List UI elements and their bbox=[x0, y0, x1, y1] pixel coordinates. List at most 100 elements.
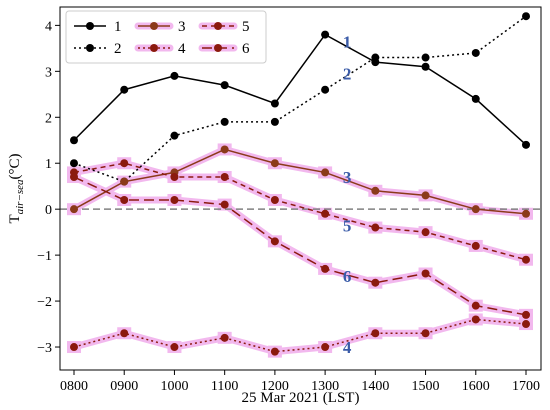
series-annotation-label: 4 bbox=[343, 338, 352, 357]
series-4-point bbox=[220, 333, 229, 342]
y-tick-label: −1 bbox=[37, 249, 52, 264]
series-annotation-label: 3 bbox=[343, 168, 352, 187]
series-6-line bbox=[73, 176, 527, 316]
x-tick-label: 1200 bbox=[261, 379, 289, 394]
series-4-point bbox=[321, 343, 330, 352]
series-6-point bbox=[70, 173, 78, 182]
halo-layer bbox=[67, 143, 533, 358]
legend-entry-label: 3 bbox=[178, 19, 186, 35]
y-axis-label-unit: (°C) bbox=[7, 153, 23, 179]
series-layer bbox=[70, 12, 530, 356]
x-axis-ticks: 0800 0900 1000 1100 1200 1300 1400 1500 1600 1700 bbox=[60, 370, 540, 394]
series-1-point bbox=[522, 140, 530, 149]
legend-entry-label: 1 bbox=[114, 19, 122, 35]
series-4-line bbox=[73, 318, 527, 353]
series-5-point bbox=[270, 195, 279, 204]
series-6-point bbox=[371, 278, 380, 287]
series-3-point bbox=[321, 168, 330, 177]
y-axis-label-main: T bbox=[7, 214, 23, 223]
legend-entry-label: 5 bbox=[242, 19, 250, 35]
series-6-halo-line bbox=[70, 173, 530, 319]
plot-frame bbox=[59, 6, 542, 371]
series-3-point bbox=[120, 177, 129, 186]
series-6-point bbox=[120, 195, 129, 204]
series-4-point bbox=[170, 343, 179, 352]
series-6-point bbox=[170, 195, 179, 204]
x-tick-label: 1600 bbox=[462, 379, 490, 394]
series-6-point bbox=[220, 200, 229, 209]
series-6-point bbox=[321, 264, 330, 273]
x-tick-label: 1400 bbox=[361, 379, 389, 394]
y-axis-label: Tair−sea(°C) bbox=[7, 153, 26, 223]
series-2-point bbox=[471, 48, 480, 57]
x-tick-label: 1000 bbox=[160, 379, 188, 394]
y-tick-label: −3 bbox=[37, 341, 52, 356]
x-tick-label: 1500 bbox=[412, 379, 440, 394]
legend-swatch-marker bbox=[86, 22, 94, 30]
series-1-point bbox=[120, 85, 129, 94]
legend-swatch-marker bbox=[86, 44, 94, 52]
series-5-point bbox=[421, 228, 430, 237]
series-4-point bbox=[371, 329, 380, 338]
series-1-point bbox=[270, 99, 279, 108]
series-1-line bbox=[73, 33, 527, 146]
legend-entry-label: 2 bbox=[114, 41, 122, 57]
series-4-point bbox=[471, 315, 480, 324]
series-1-point bbox=[70, 136, 78, 145]
series-3-point bbox=[471, 205, 480, 214]
y-tick-label: 1 bbox=[45, 157, 52, 172]
series-4-point bbox=[120, 329, 129, 338]
series-4-point bbox=[421, 329, 430, 338]
legend-swatch-marker bbox=[150, 22, 158, 30]
series-2-point bbox=[421, 53, 430, 62]
series-3-line bbox=[73, 148, 527, 215]
series-2-point bbox=[270, 117, 279, 126]
y-axis-label-subscript: air−sea bbox=[14, 179, 26, 214]
series-1-point bbox=[421, 62, 430, 71]
series-annotation-label: 6 bbox=[343, 267, 352, 286]
y-tick-label: 3 bbox=[45, 65, 52, 80]
series-2-point bbox=[170, 131, 179, 140]
series-annotation-label: 2 bbox=[343, 65, 352, 84]
x-tick-label: 0800 bbox=[60, 379, 88, 394]
legend: 1 2 3 4 5 6 bbox=[65, 10, 267, 64]
series-4-halo-line bbox=[70, 315, 530, 356]
x-tick-label: 1100 bbox=[211, 379, 238, 394]
series-4-point bbox=[270, 347, 279, 356]
annotation-layer: 1 2 3 5 6 4 bbox=[343, 32, 352, 357]
series-5-point bbox=[220, 173, 229, 182]
series-6-point bbox=[522, 310, 530, 319]
series-2-point bbox=[220, 117, 229, 126]
series-1-point bbox=[471, 94, 480, 103]
series-5-point bbox=[522, 255, 530, 264]
x-axis-label: 25 Mar 2021 (LST) bbox=[242, 390, 360, 406]
series-5-point bbox=[120, 159, 129, 168]
series-6-point bbox=[421, 269, 430, 278]
series-3-point bbox=[270, 159, 279, 168]
legend-entry-label: 4 bbox=[178, 41, 186, 57]
series-3-point bbox=[421, 191, 430, 200]
series-3-point bbox=[371, 186, 380, 195]
series-4-point bbox=[522, 320, 530, 329]
series-2-point bbox=[371, 53, 380, 62]
series-2-point bbox=[321, 85, 330, 94]
series-1-point bbox=[321, 30, 330, 39]
y-tick-label: 2 bbox=[45, 111, 52, 126]
y-axis-ticks: −3 −2 −1 0 1 2 3 4 bbox=[37, 19, 60, 356]
series-5-point bbox=[371, 223, 380, 232]
series-6-point bbox=[270, 237, 279, 246]
legend-swatch-marker bbox=[214, 22, 222, 30]
legend-entry-label: 6 bbox=[242, 41, 250, 57]
x-tick-label: 1300 bbox=[311, 379, 339, 394]
series-5-point bbox=[170, 173, 179, 182]
series-3-point bbox=[70, 205, 78, 214]
series-3-point bbox=[220, 145, 229, 154]
series-1-point bbox=[220, 81, 229, 90]
y-tick-label: 4 bbox=[45, 19, 52, 34]
series-5-point bbox=[321, 209, 330, 218]
x-tick-label: 1700 bbox=[512, 379, 540, 394]
series-4-point bbox=[70, 343, 78, 352]
series-2-point bbox=[70, 159, 78, 168]
legend-swatch-marker bbox=[214, 44, 222, 52]
series-6-point bbox=[471, 301, 480, 310]
